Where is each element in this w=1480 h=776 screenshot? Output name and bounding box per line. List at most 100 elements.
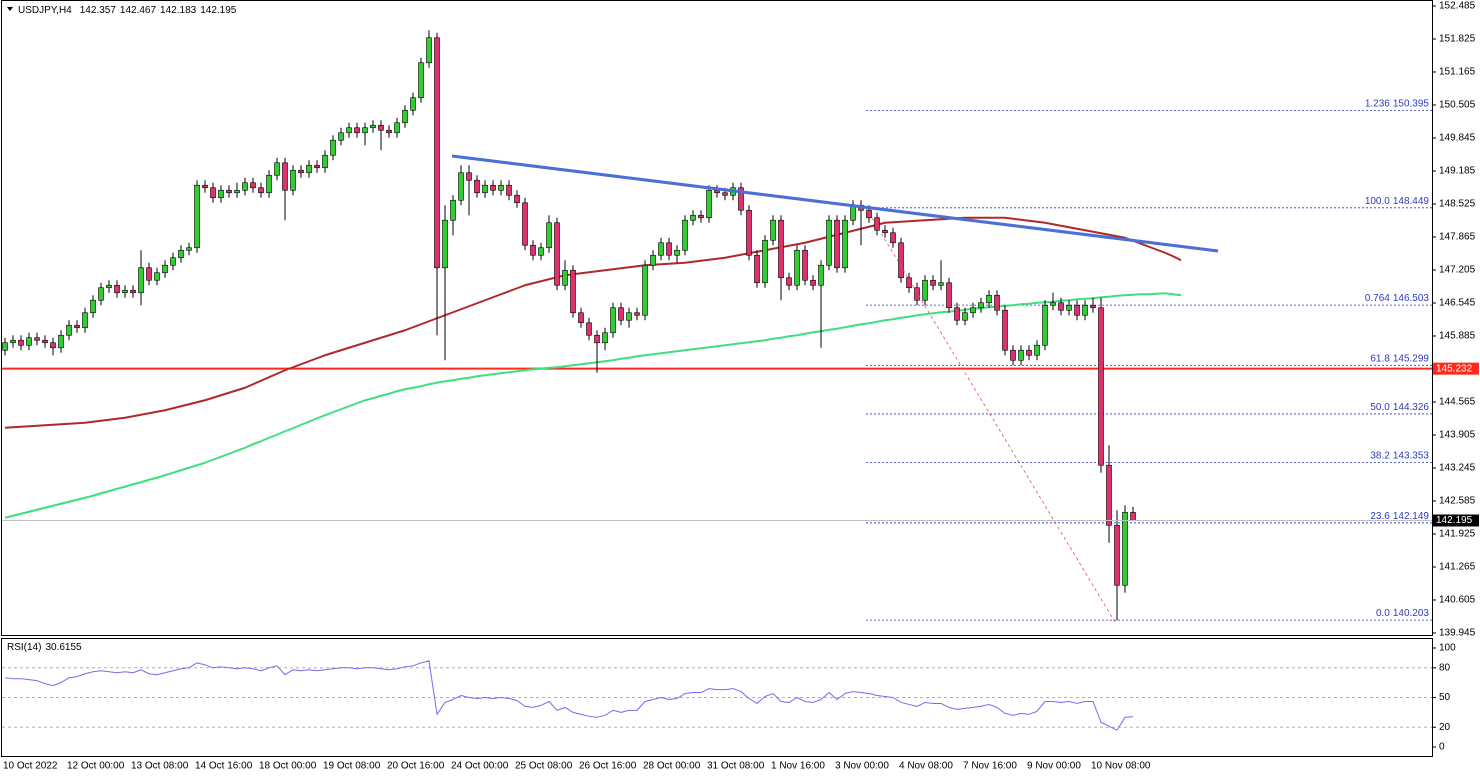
- y-tick-label: 148.525: [1439, 199, 1476, 210]
- candle-body: [50, 342, 56, 349]
- y-tick-label: 139.945: [1439, 628, 1476, 639]
- rsi-y-tick-label: 100: [1439, 643, 1456, 654]
- candle-body: [394, 122, 400, 134]
- x-tick-label: 10 Oct 2022: [3, 761, 58, 772]
- candle-body: [250, 182, 256, 189]
- candle-body: [466, 172, 472, 181]
- candle-body: [770, 219, 776, 241]
- candle-body: [186, 247, 192, 251]
- candle-body: [706, 189, 712, 219]
- candle-body: [74, 324, 80, 329]
- candle-body: [970, 307, 976, 314]
- moving-average: [4, 216, 1182, 429]
- candle-body: [530, 244, 536, 256]
- x-tick-label: 28 Oct 00:00: [643, 761, 701, 772]
- candle-body: [130, 289, 136, 294]
- rsi-plot: [2, 660, 1432, 731]
- candle-body: [290, 169, 296, 191]
- x-tick-label: 19 Oct 08:00: [323, 761, 381, 772]
- candle-body: [570, 269, 576, 314]
- y-tick-label: 150.505: [1439, 100, 1476, 111]
- candle-body: [82, 312, 88, 329]
- y-tick-label: 151.165: [1439, 67, 1476, 78]
- y-tick-label: 149.845: [1439, 133, 1476, 144]
- rsi-name: RSI(14): [7, 642, 41, 653]
- y-tick-label: 142.585: [1439, 496, 1476, 507]
- candle-body: [458, 172, 464, 201]
- candle-body: [626, 312, 632, 321]
- x-tick-label: 18 Oct 00:00: [259, 761, 317, 772]
- candle-body: [482, 184, 488, 194]
- x-tick-label: 10 Nov 08:00: [1091, 761, 1151, 772]
- candle-body: [170, 257, 176, 266]
- symbol-menu-arrow[interactable]: [7, 7, 13, 11]
- fib-level: 0.0: [1376, 608, 1390, 619]
- candle-body: [674, 249, 680, 256]
- candle-body: [154, 272, 160, 281]
- candle-body: [1130, 512, 1136, 521]
- candle-body: [1090, 304, 1096, 309]
- current-price-box: [1433, 514, 1479, 527]
- fib-price: 146.503: [1393, 293, 1430, 304]
- y-tick-label: 143.245: [1439, 463, 1476, 474]
- candle-body: [274, 162, 280, 176]
- candle-body: [338, 132, 344, 141]
- candle-body: [554, 222, 560, 286]
- candle-body: [538, 247, 544, 256]
- candle-body: [786, 277, 792, 286]
- fib-level: 23.6: [1370, 510, 1390, 521]
- x-tick-label: 1 Nov 16:00: [771, 761, 825, 772]
- candle-body: [378, 124, 384, 131]
- level-label: 145.232: [1436, 363, 1473, 374]
- candle-body: [410, 97, 416, 111]
- candle-body: [450, 199, 456, 221]
- x-tick-label: 4 Nov 08:00: [899, 761, 953, 772]
- candle-body: [258, 187, 264, 194]
- candle-body: [42, 339, 48, 344]
- y-tick-label: 143.905: [1439, 430, 1476, 441]
- candle-body: [490, 184, 496, 191]
- x-tick-label: 24 Oct 00:00: [451, 761, 509, 772]
- candle-body: [618, 307, 624, 321]
- candle-body: [114, 284, 120, 294]
- candle-body: [890, 232, 896, 244]
- candle-body: [746, 209, 752, 256]
- candle-body: [794, 249, 800, 286]
- candle-body: [954, 307, 960, 321]
- candle-body: [634, 312, 640, 316]
- open: 142.357: [80, 5, 117, 16]
- candle-body: [354, 127, 360, 134]
- candle-body: [426, 37, 432, 64]
- fib-label: 100.0 148.449: [1365, 195, 1430, 206]
- candle-body: [266, 174, 272, 194]
- candle-body: [882, 229, 888, 234]
- candle-body: [506, 184, 512, 196]
- candle-body: [1002, 309, 1008, 351]
- candle-body: [994, 294, 1000, 311]
- x-tick-label: 26 Oct 16:00: [579, 761, 637, 772]
- candle-body: [218, 189, 224, 199]
- candle-body: [514, 194, 520, 204]
- fib-anchor-line: [865, 207, 1116, 623]
- candle-body: [226, 189, 232, 194]
- fib-price: 150.395: [1393, 98, 1430, 109]
- candle-body: [106, 284, 112, 289]
- candle-body: [850, 204, 856, 221]
- x-tick-label: 3 Nov 00:00: [835, 761, 889, 772]
- axes: 152.485 151.825 151.165 150.505 149.845 149.1…: [3, 1, 1479, 772]
- fib-price: 148.449: [1393, 195, 1430, 206]
- candle-body: [138, 267, 144, 294]
- y-tick-label: 152.485: [1439, 1, 1476, 12]
- rsi-header: RSI(14) 30.6155: [7, 642, 82, 653]
- y-tick-label: 149.185: [1439, 166, 1476, 177]
- candle-body: [434, 37, 440, 269]
- candle-body: [930, 279, 936, 286]
- fib-label: 0.764 146.503: [1365, 293, 1430, 304]
- current-price-label: 142.195: [1436, 515, 1473, 526]
- rsi-y-tick-label: 80: [1439, 662, 1451, 673]
- fib-label: 1.236 150.395: [1365, 98, 1430, 109]
- candle-body: [1106, 464, 1112, 526]
- candle-body: [98, 287, 104, 301]
- candle-body: [586, 322, 592, 336]
